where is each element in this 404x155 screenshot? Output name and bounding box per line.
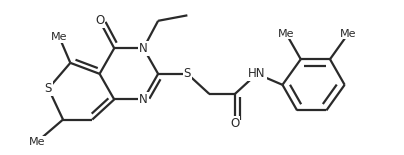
Text: HN: HN [248,67,265,80]
Text: N: N [139,42,148,55]
Text: Me: Me [29,137,46,146]
Text: O: O [230,117,240,130]
Text: O: O [95,14,104,27]
Text: S: S [184,67,191,80]
Text: N: N [139,93,148,106]
Text: Me: Me [340,29,357,39]
Text: Me: Me [51,32,67,42]
Text: S: S [45,82,52,95]
Text: Me: Me [278,29,295,39]
